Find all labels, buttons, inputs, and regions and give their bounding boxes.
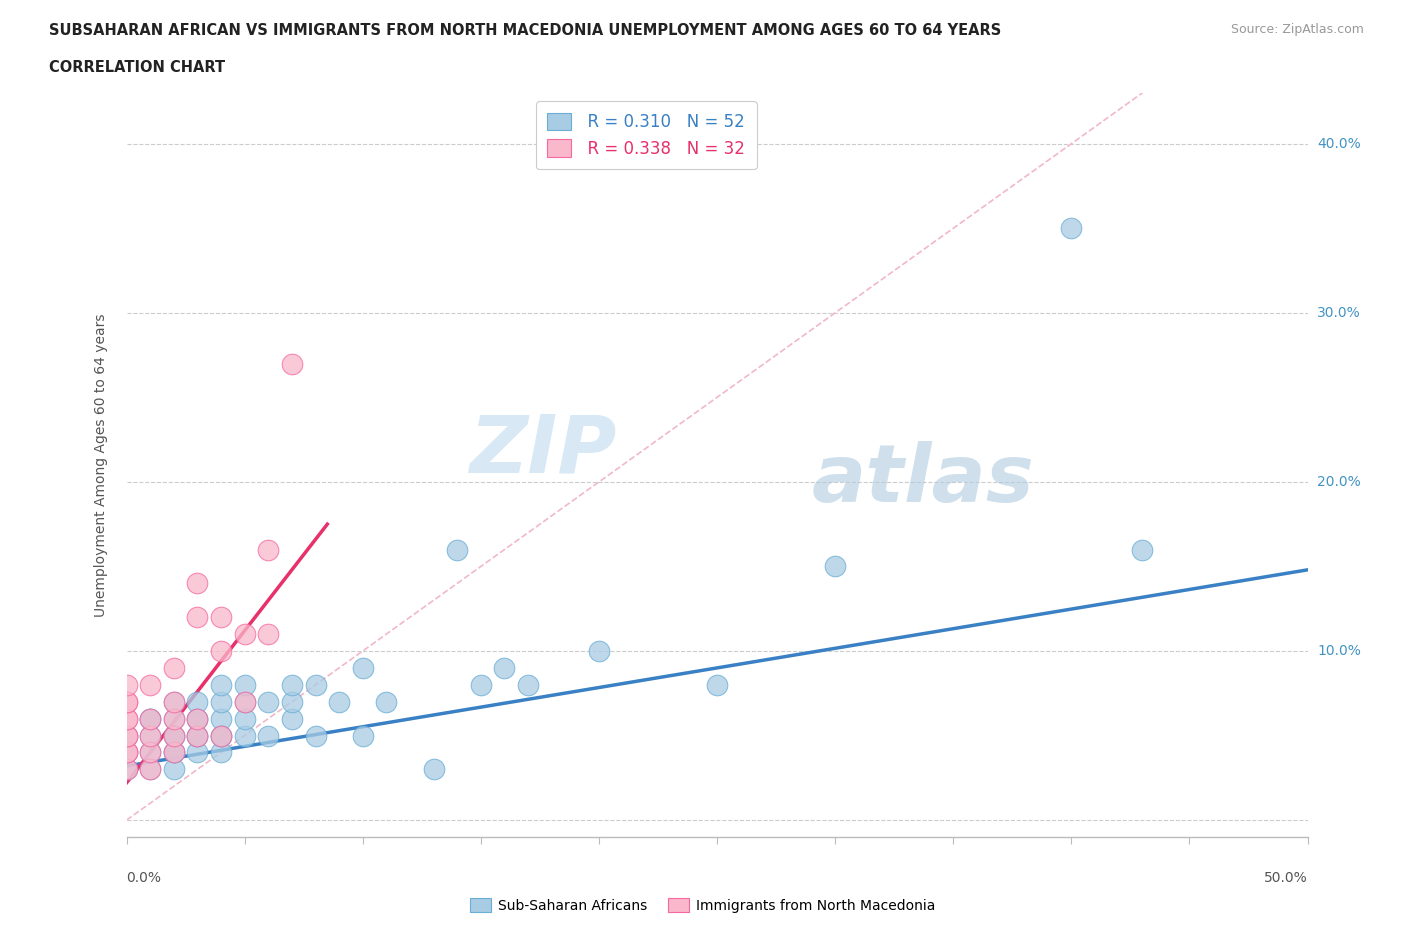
Point <box>139 762 162 777</box>
Y-axis label: Unemployment Among Ages 60 to 64 years: Unemployment Among Ages 60 to 64 years <box>94 313 108 617</box>
Point <box>115 745 138 760</box>
Point <box>115 762 138 777</box>
Point <box>233 695 256 710</box>
Point <box>233 627 256 642</box>
Point <box>588 644 610 658</box>
Point <box>209 728 232 743</box>
Text: 20.0%: 20.0% <box>1317 475 1361 489</box>
Point <box>163 745 186 760</box>
Point <box>115 711 138 726</box>
Point <box>163 728 186 743</box>
Point <box>186 711 208 726</box>
Point <box>233 677 256 692</box>
Legend:   R = 0.310   N = 52,   R = 0.338   N = 32: R = 0.310 N = 52, R = 0.338 N = 32 <box>536 101 756 169</box>
Point <box>281 711 304 726</box>
Point <box>209 677 232 692</box>
Point <box>281 695 304 710</box>
Point <box>233 695 256 710</box>
Point <box>139 728 162 743</box>
Point <box>209 745 232 760</box>
Point <box>422 762 444 777</box>
Point <box>209 644 232 658</box>
Text: SUBSAHARAN AFRICAN VS IMMIGRANTS FROM NORTH MACEDONIA UNEMPLOYMENT AMONG AGES 60: SUBSAHARAN AFRICAN VS IMMIGRANTS FROM NO… <box>49 23 1001 38</box>
Point <box>163 745 186 760</box>
Point <box>186 576 208 591</box>
Point <box>139 711 162 726</box>
Point <box>186 695 208 710</box>
Point <box>375 695 398 710</box>
Text: CORRELATION CHART: CORRELATION CHART <box>49 60 225 75</box>
Point <box>139 762 162 777</box>
Point <box>706 677 728 692</box>
Point <box>257 728 280 743</box>
Text: atlas: atlas <box>811 441 1035 519</box>
Point <box>163 711 186 726</box>
Point <box>139 745 162 760</box>
Point <box>233 728 256 743</box>
Point <box>115 728 138 743</box>
Text: 30.0%: 30.0% <box>1317 306 1361 320</box>
Point <box>209 728 232 743</box>
Point <box>824 559 846 574</box>
Point <box>115 745 138 760</box>
Point <box>186 728 208 743</box>
Point <box>115 695 138 710</box>
Point <box>139 711 162 726</box>
Point <box>304 728 326 743</box>
Text: ZIP: ZIP <box>470 411 617 489</box>
Point <box>139 711 162 726</box>
Text: 10.0%: 10.0% <box>1317 644 1361 658</box>
Point <box>163 695 186 710</box>
Point <box>139 745 162 760</box>
Point <box>163 728 186 743</box>
Point <box>139 677 162 692</box>
Point <box>115 677 138 692</box>
Point <box>115 711 138 726</box>
Point <box>257 542 280 557</box>
Point <box>163 711 186 726</box>
Point <box>115 728 138 743</box>
Point <box>1130 542 1153 557</box>
Point <box>233 711 256 726</box>
Text: Source: ZipAtlas.com: Source: ZipAtlas.com <box>1230 23 1364 36</box>
Point <box>352 660 374 675</box>
Point <box>517 677 540 692</box>
Legend: Sub-Saharan Africans, Immigrants from North Macedonia: Sub-Saharan Africans, Immigrants from No… <box>465 893 941 919</box>
Point <box>281 677 304 692</box>
Point <box>209 610 232 625</box>
Point <box>470 677 492 692</box>
Point <box>186 711 208 726</box>
Point <box>163 660 186 675</box>
Point <box>1060 220 1083 235</box>
Point <box>352 728 374 743</box>
Point <box>115 695 138 710</box>
Point <box>494 660 516 675</box>
Text: 40.0%: 40.0% <box>1317 137 1361 151</box>
Point <box>139 728 162 743</box>
Point <box>186 610 208 625</box>
Point <box>186 711 208 726</box>
Point <box>446 542 468 557</box>
Point <box>186 728 208 743</box>
Point <box>209 711 232 726</box>
Point <box>281 356 304 371</box>
Point <box>209 728 232 743</box>
Point <box>257 695 280 710</box>
Point <box>163 728 186 743</box>
Point <box>257 627 280 642</box>
Point <box>328 695 350 710</box>
Point <box>163 762 186 777</box>
Point <box>115 745 138 760</box>
Point <box>115 728 138 743</box>
Point <box>209 695 232 710</box>
Point <box>115 762 138 777</box>
Point <box>163 695 186 710</box>
Text: 0.0%: 0.0% <box>127 871 162 885</box>
Point <box>304 677 326 692</box>
Point <box>186 745 208 760</box>
Point <box>186 728 208 743</box>
Point <box>163 745 186 760</box>
Text: 50.0%: 50.0% <box>1264 871 1308 885</box>
